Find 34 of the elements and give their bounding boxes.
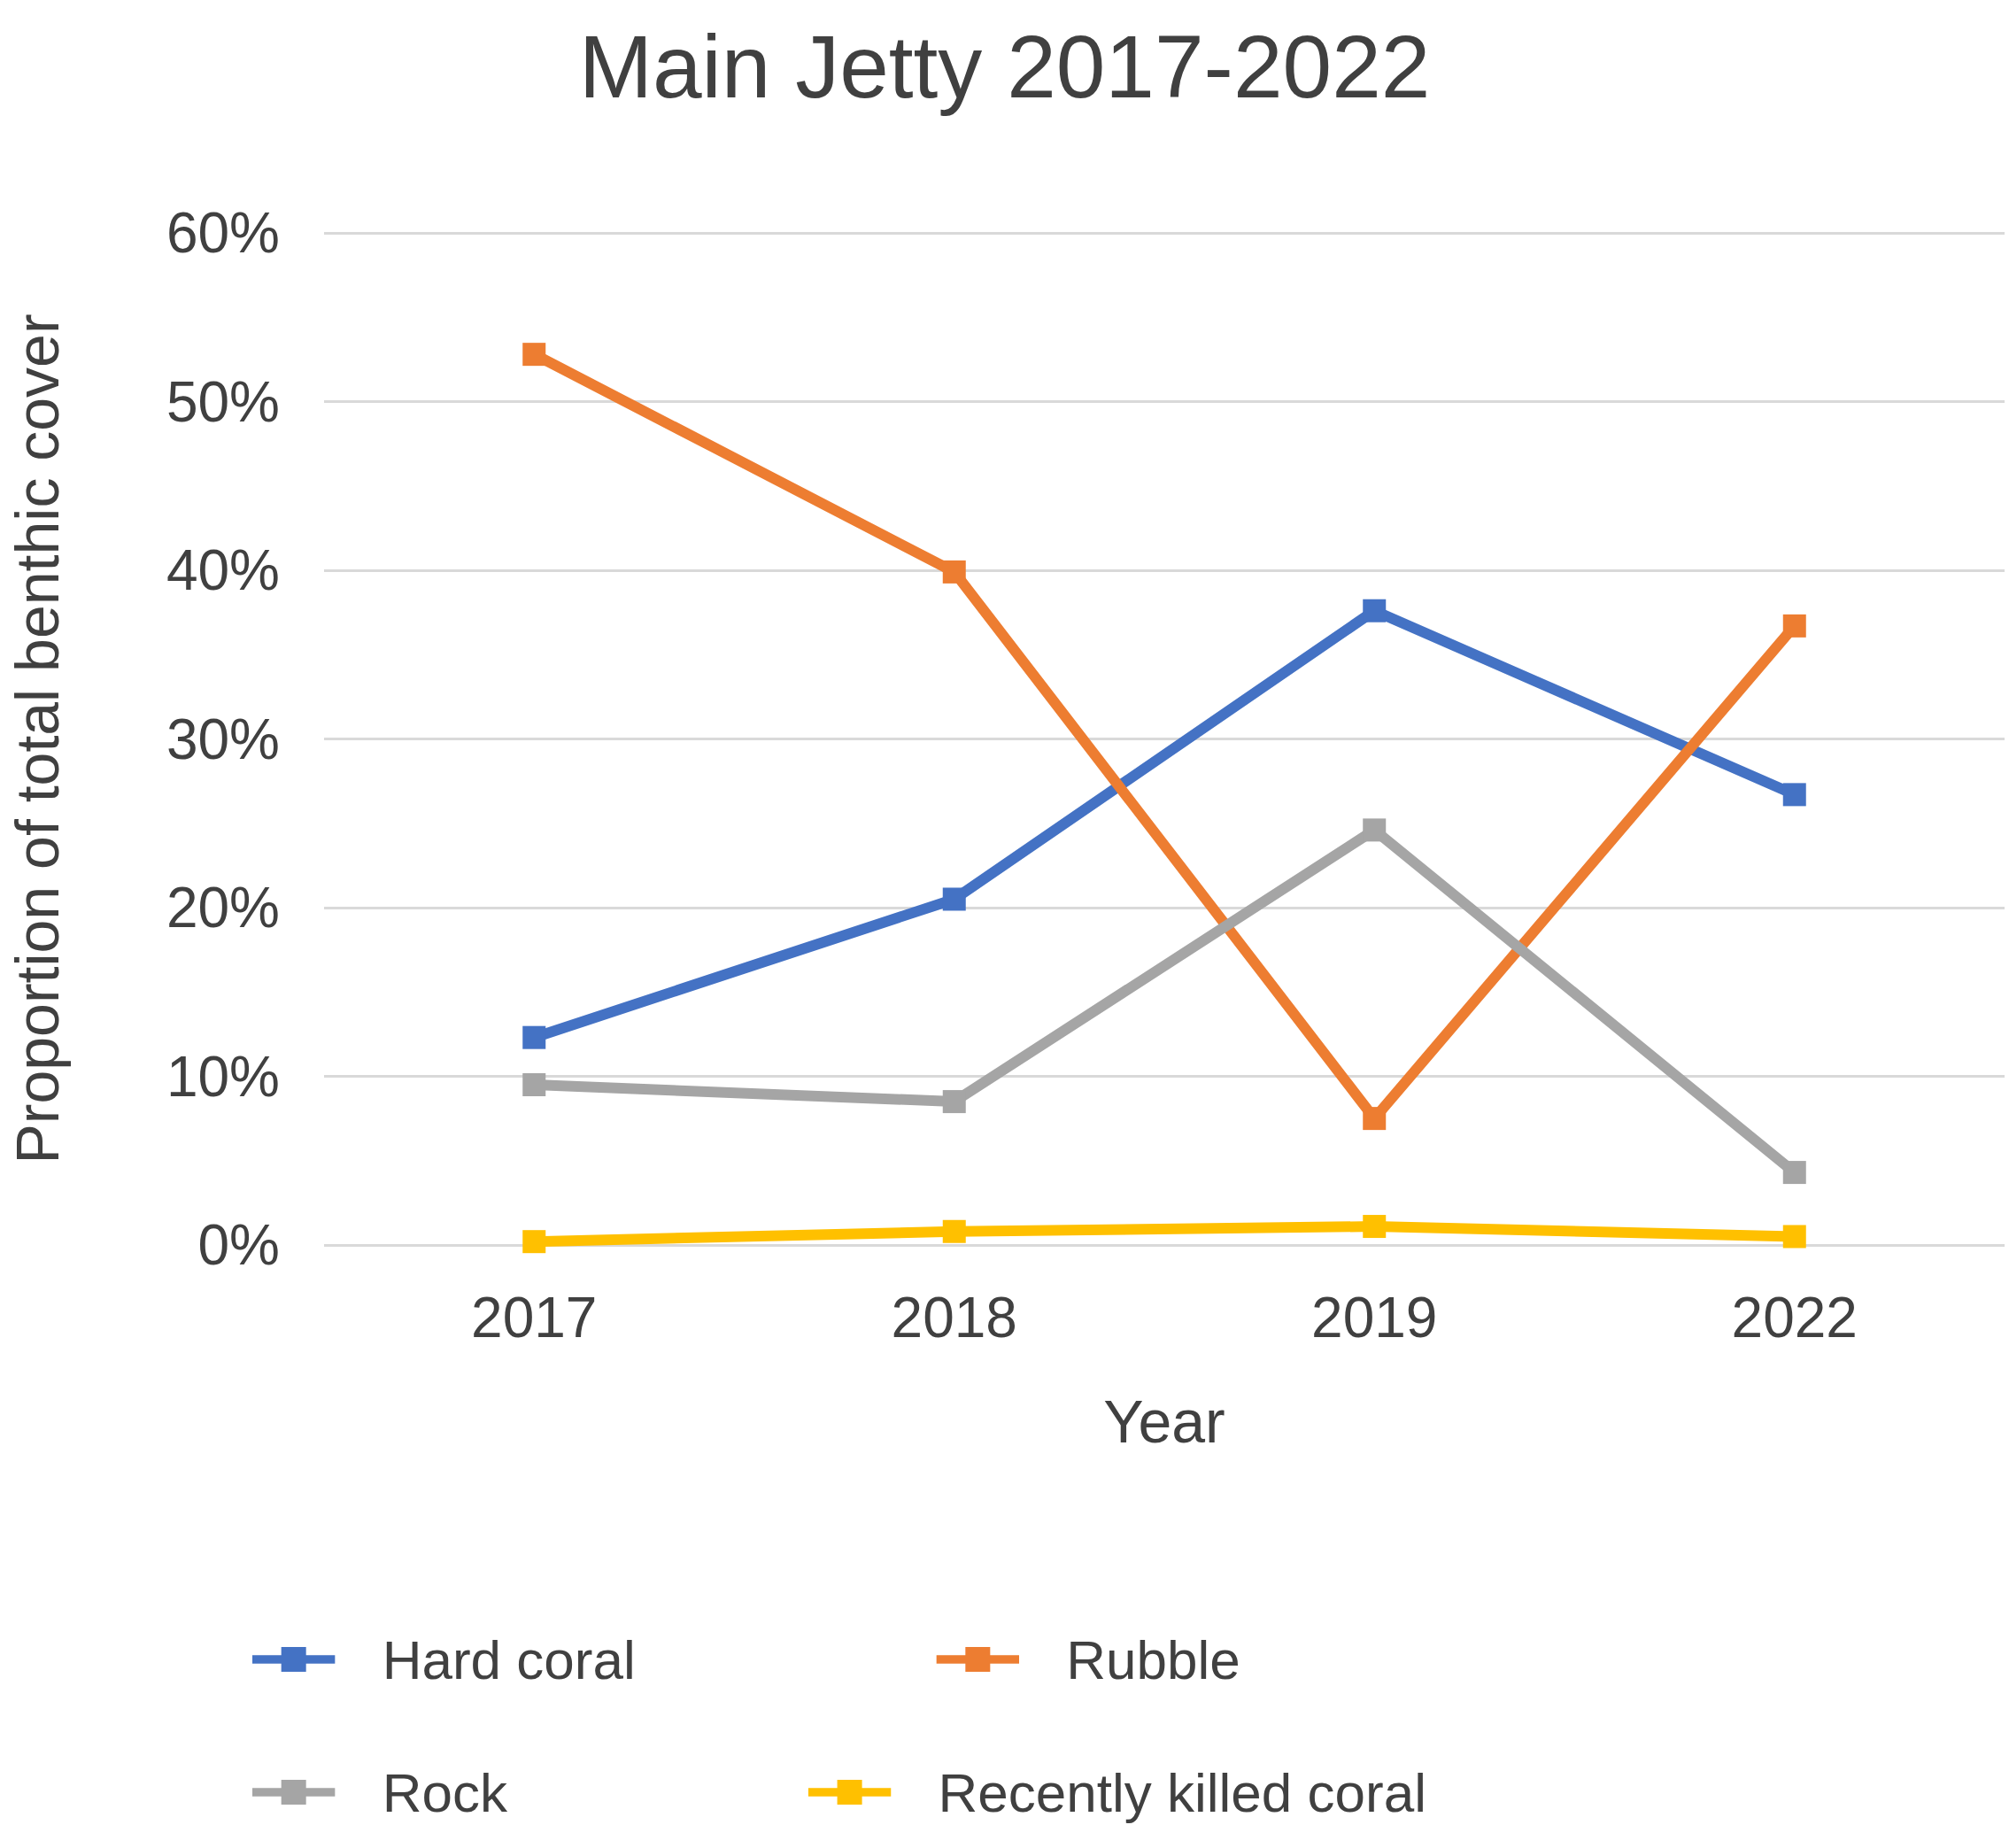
y-tick-label: 10% <box>166 1044 280 1109</box>
point <box>1363 818 1387 842</box>
x-axis-title: Year <box>1103 1388 1225 1455</box>
point <box>522 1073 546 1097</box>
x-tick-label: 2017 <box>471 1286 598 1349</box>
y-tick-label: 20% <box>166 876 280 939</box>
point <box>1782 1161 1806 1185</box>
legend-label: Hard coral <box>382 1628 636 1690</box>
y-tick-label: 40% <box>166 538 280 602</box>
point <box>1782 614 1806 638</box>
point <box>522 343 546 367</box>
point <box>942 1090 966 1114</box>
y-tick-label: 0% <box>197 1213 280 1277</box>
legend-label: Recently killed coral <box>938 1761 1426 1823</box>
y-tick-label: 30% <box>166 707 280 771</box>
x-tick-label: 2018 <box>891 1286 1017 1349</box>
point <box>1363 1107 1387 1131</box>
point <box>1363 1215 1387 1239</box>
point <box>942 887 966 911</box>
x-tick-label: 2022 <box>1731 1286 1858 1349</box>
point <box>1363 599 1387 622</box>
y-axis-title: Proportion of total benthic cover <box>4 313 71 1164</box>
point <box>522 1230 546 1254</box>
legend-label: Rubble <box>1066 1628 1240 1690</box>
point <box>1782 1225 1806 1249</box>
point <box>942 560 966 584</box>
legend-label: Rock <box>382 1761 508 1823</box>
x-tick-label: 2019 <box>1311 1286 1438 1349</box>
point <box>1782 783 1806 807</box>
y-tick-label: 50% <box>166 369 280 434</box>
chart-title: Main Jetty 2017-2022 <box>578 17 1431 116</box>
y-tick-label: 60% <box>166 201 280 265</box>
point <box>942 1219 966 1243</box>
point <box>522 1025 546 1049</box>
